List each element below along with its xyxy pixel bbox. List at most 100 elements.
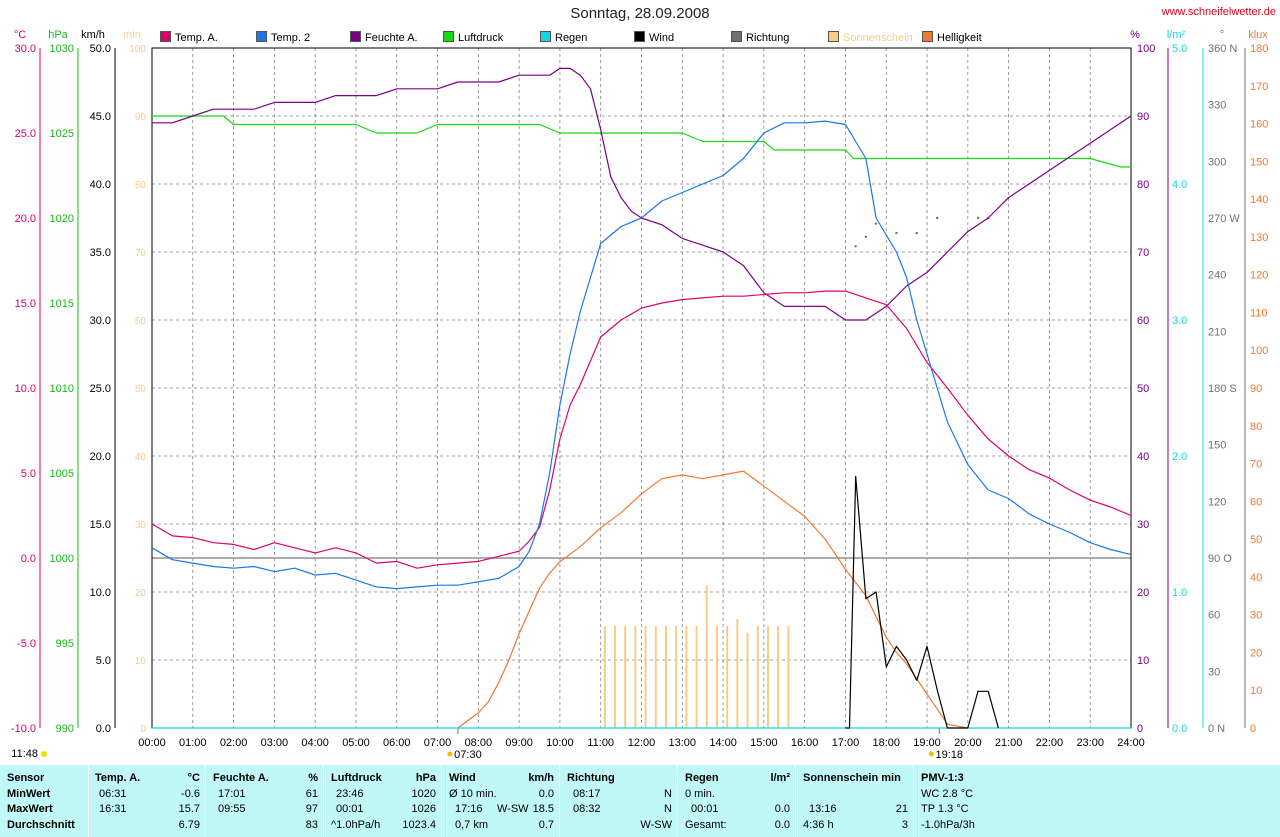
legend-item: Luftdruck bbox=[443, 31, 503, 44]
axis-tick-label: 0.0 bbox=[21, 553, 36, 565]
axis-unit-label: hPa bbox=[48, 29, 68, 41]
row-label-sensor: Sensor bbox=[7, 772, 45, 784]
wind-distance: 0,7 km bbox=[455, 819, 489, 831]
legend-label: Luftdruck bbox=[458, 32, 504, 44]
axis-tick-label: 30 bbox=[1137, 519, 1149, 531]
temp-avg: 6.79 bbox=[178, 819, 200, 831]
wind-avg: 0.7 bbox=[538, 819, 554, 831]
series-feuchte-a-line bbox=[152, 67, 1132, 321]
legend: Temp. A. Temp. 2 Feuchte A. Luftdruck Regen W… bbox=[160, 31, 1010, 45]
axis-unit-label: km/h bbox=[81, 29, 105, 41]
direction-point bbox=[976, 216, 980, 220]
direction-max: N bbox=[664, 803, 672, 815]
axis-tick-label: 60 bbox=[1208, 610, 1220, 622]
wind-header: Wind bbox=[449, 772, 476, 784]
axis-tick-label: 40 bbox=[1137, 451, 1149, 463]
axis-tick-label: 1015 bbox=[50, 298, 74, 310]
sun-total: 4:36 h bbox=[803, 819, 834, 831]
axis-unit-label: ° bbox=[1220, 29, 1224, 41]
humidity-max: 97 bbox=[305, 803, 318, 815]
axis-tick-label: 20 bbox=[135, 588, 147, 599]
time-tick-label: 06:00 bbox=[383, 737, 411, 749]
time-tick-label: 23:00 bbox=[1076, 737, 1104, 749]
wind-max-direction: W-SW bbox=[497, 803, 529, 815]
axis-unit-label: klux bbox=[1248, 29, 1268, 41]
axis-tick-label: 50 bbox=[135, 384, 147, 395]
axis-tick-label: 0 bbox=[140, 724, 146, 735]
axis-tick-label: 110 bbox=[1250, 307, 1268, 319]
direction-point bbox=[874, 222, 878, 225]
rain-total: 0.0 bbox=[774, 819, 790, 831]
axis-tick-label: 130 bbox=[1250, 232, 1268, 244]
axis-tick-label: 10 bbox=[1137, 655, 1149, 667]
axis-tick-label: 1020 bbox=[50, 213, 74, 225]
axis-unit-label: min bbox=[123, 29, 141, 41]
series-temp-2-line bbox=[151, 120, 1132, 590]
direction-avg: W-SW bbox=[640, 819, 672, 831]
temp-min: -0.6 bbox=[181, 788, 200, 800]
row-label-min: MinWert bbox=[7, 788, 51, 800]
axis-tick-label: 20.0 bbox=[90, 451, 111, 463]
direction-max-time: 08:32 bbox=[573, 803, 601, 815]
axis-tick-label: 150 bbox=[1250, 156, 1268, 168]
time-tick-label: 12:00 bbox=[628, 737, 656, 749]
axis-tick-label: 10.0 bbox=[15, 383, 36, 395]
axis-tick-label: 0.0 bbox=[96, 723, 111, 735]
axis-tick-label: 5.0 bbox=[96, 655, 111, 667]
time-tick-label: 11:00 bbox=[587, 737, 614, 749]
axis-tick-label: 140 bbox=[1250, 194, 1268, 206]
axis-tick-label: 50 bbox=[1137, 383, 1149, 395]
footer-col-pressure: Luftdruck hPa 23:46 1020 00:01 1026 ^1.0… bbox=[323, 765, 442, 837]
footer-col-pmv: PMV-1:3 WC 2.8 °C TP 1.3 °C -1.0hPa/3h bbox=[913, 765, 1280, 837]
axis-unit-label: l/m² bbox=[1167, 29, 1186, 41]
axis-tick-label: 20 bbox=[1137, 587, 1149, 599]
axis-tick-label: 10 bbox=[1250, 685, 1262, 697]
humidity-max-time: 09:55 bbox=[218, 803, 246, 815]
legend-swatch bbox=[922, 31, 933, 42]
axis-tick-label: 1005 bbox=[50, 468, 74, 480]
axis-tick-label: 210 bbox=[1208, 326, 1226, 338]
direction-header: Richtung bbox=[567, 772, 615, 784]
series-temp-a-line bbox=[151, 290, 1132, 569]
time-tick-label: 22:00 bbox=[1036, 737, 1064, 749]
legend-swatch bbox=[540, 31, 551, 42]
time-tick-label: 09:00 bbox=[505, 737, 533, 749]
axis-tick-label: 90 bbox=[1137, 111, 1149, 123]
time-tick-label: 01:00 bbox=[179, 737, 207, 749]
time-tick-label: 03:00 bbox=[261, 737, 289, 749]
legend-item: Wind bbox=[634, 31, 674, 44]
footer-col-sensor: Sensor MinWert MaxWert Durchschnitt bbox=[0, 765, 88, 837]
pressure-min: 1020 bbox=[411, 788, 436, 800]
axis-tick-label: 50.0 bbox=[90, 43, 111, 55]
axis-tick-label: 20.0 bbox=[15, 213, 36, 225]
axis-tick-label: 5.0 bbox=[1172, 43, 1187, 55]
chart-title: Sonntag, 28.09.2008 bbox=[570, 5, 710, 22]
temp-header: Temp. A. bbox=[95, 772, 141, 784]
site-url[interactable]: www.schneifelwetter.de bbox=[1161, 6, 1276, 18]
legend-swatch bbox=[443, 31, 454, 42]
axis-tick-label: 1025 bbox=[50, 128, 74, 140]
sunrise-label: 07:30 bbox=[454, 749, 482, 761]
direction-point bbox=[936, 216, 939, 220]
axis-unit-label: °C bbox=[14, 29, 26, 41]
axis-tick-label: 25.0 bbox=[90, 383, 111, 395]
axis-tick-label: 25.0 bbox=[15, 128, 36, 140]
pressure-header: Luftdruck bbox=[331, 772, 382, 784]
time-tick-label: 18:00 bbox=[872, 737, 900, 749]
axis-tick-label: -5.0 bbox=[17, 638, 36, 650]
axis-tick-label: 30.0 bbox=[90, 315, 111, 327]
axis-tick-label: 30 bbox=[135, 520, 147, 531]
pressure-unit: hPa bbox=[415, 772, 436, 784]
time-tick-label: 02:00 bbox=[220, 737, 248, 749]
temp-max-time: 16:31 bbox=[99, 803, 127, 815]
axis-tick-label: 30.0 bbox=[15, 43, 36, 55]
wind-unit: km/h bbox=[528, 772, 554, 784]
pressure-avg: 1023.4 bbox=[402, 819, 436, 831]
wind-max-time: 17:16 bbox=[455, 803, 483, 815]
humidity-header: Feuchte A. bbox=[213, 772, 269, 784]
time-tick-label: 08:00 bbox=[465, 737, 493, 749]
axis-tick-label: 990 bbox=[56, 723, 74, 735]
axis-tick-label: 330 bbox=[1208, 100, 1226, 112]
axis-tick-label: 1000 bbox=[50, 553, 74, 565]
legend-item: Sonnenschein bbox=[828, 31, 913, 44]
